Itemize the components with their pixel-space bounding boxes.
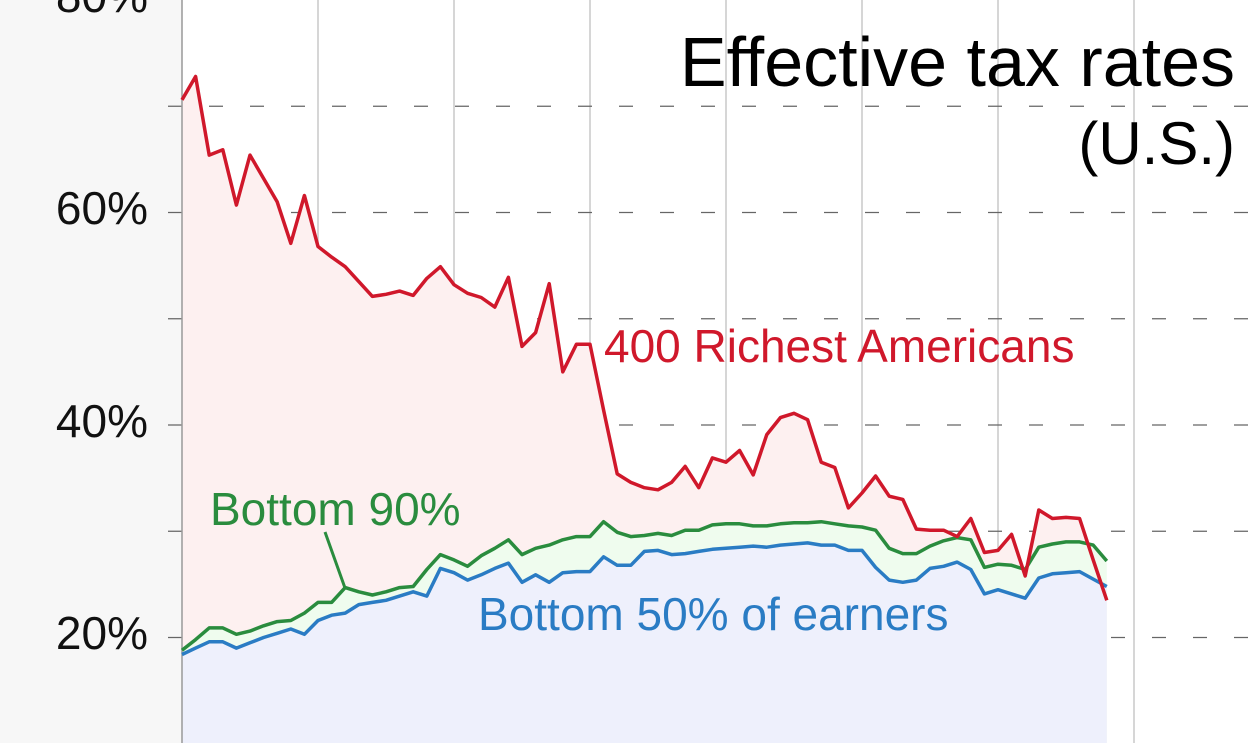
y-tick-labels: 80% 60% 40% 20%: [56, 0, 148, 659]
y-tick-label: 40%: [56, 395, 148, 447]
chart-subtitle: (U.S.): [1078, 110, 1235, 177]
series-line-1: [180, 519, 1109, 652]
series-label-bottom-90: Bottom 90%: [210, 483, 461, 535]
y-tick-label: 80%: [56, 0, 148, 22]
series-label-bottom-50: Bottom 50% of earners: [478, 588, 948, 640]
series-line-2: [181, 541, 1108, 657]
series-label-richest: 400 Richest Americans: [604, 320, 1074, 372]
area-fills: [182, 76, 1107, 743]
axis-margin-background: [0, 0, 182, 743]
y-tick-label: 60%: [56, 182, 148, 234]
chart-title: Effective tax rates: [680, 23, 1235, 101]
bottom-90-pointer: [323, 531, 347, 589]
y-tick-label: 20%: [56, 607, 148, 659]
series-line-0: [180, 74, 1109, 601]
series-lines: [180, 74, 1109, 657]
